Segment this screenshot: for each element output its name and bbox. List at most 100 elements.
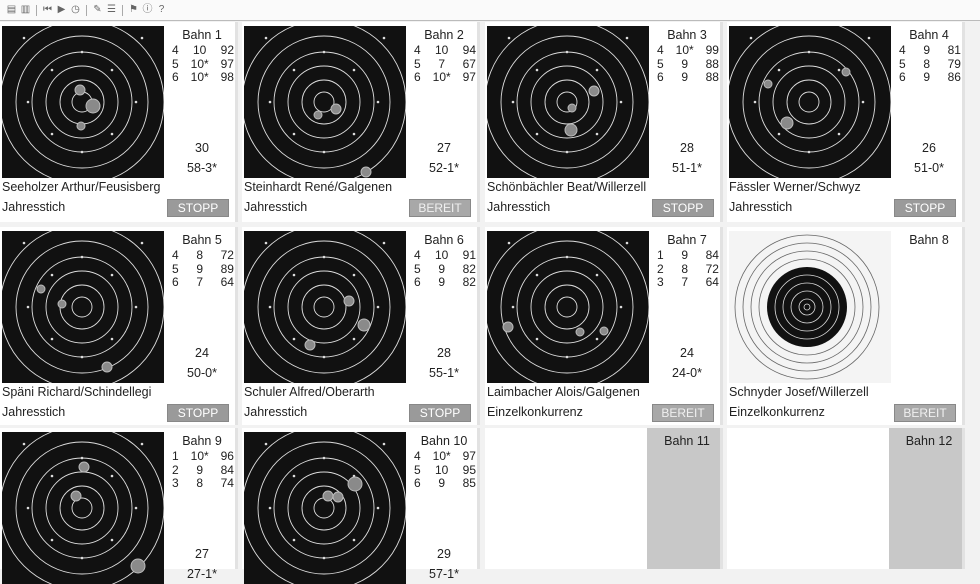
target-ring [45, 65, 119, 139]
shot-decimal: 74 [220, 476, 234, 490]
program-name: Einzelkonkurrenz [729, 405, 825, 419]
ring-number-mark [268, 506, 272, 510]
lane-panel[interactable]: Bahn 8 Schnyder Josef/Willerzell Einzelkon… [727, 227, 965, 425]
ready-button[interactable]: BEREIT [652, 404, 714, 422]
ring-number-mark [110, 273, 114, 277]
lane-panel[interactable]: Bahn 3 4 10* 99 5 9 88 6 9 88 28 51-1* Schönbächler … [485, 22, 723, 222]
lane-panel[interactable]: Bahn 4 4 9 81 5 8 79 6 9 86 26 51-0* Fässler Werner/… [727, 22, 965, 222]
target-black [767, 267, 847, 347]
lane-title: Bahn 11 [664, 434, 710, 448]
shot-marker [332, 491, 344, 503]
target-background [487, 231, 649, 383]
shot-marker [330, 103, 342, 115]
lane-panel[interactable]: Bahn 7 1 9 84 2 8 72 3 7 64 24 24-0* Laimbacher Aloi… [485, 227, 723, 425]
ring-number-mark [625, 36, 629, 40]
shot-marker [763, 79, 773, 89]
help-icon[interactable]: ? [158, 4, 165, 15]
lane-panel[interactable]: Bahn 5 4 8 72 5 9 89 6 7 64 24 50-0* Späni Richard/S… [0, 227, 238, 425]
target-ring [287, 270, 361, 344]
shot-number: 6 [414, 275, 421, 289]
shot-value: 10* [190, 70, 209, 84]
shot-row: 4 10* 99 [653, 43, 721, 58]
ring-number-mark [322, 255, 326, 259]
target-background [487, 26, 649, 178]
program-name: Jahresstich [2, 200, 66, 214]
program-name: Jahresstich [729, 200, 793, 214]
shot-row: 6 10* 97 [410, 70, 478, 85]
shot-marker [360, 166, 372, 178]
series-total: 28 [680, 141, 694, 155]
flag-icon[interactable]: ⚑ [129, 4, 138, 15]
target-ring [530, 270, 604, 344]
lane-panel[interactable]: Bahn 1 4 10 92 5 10* 97 6 10* 98 30 58-3* Seeholzer … [0, 22, 238, 222]
ring-number-mark [50, 337, 54, 341]
stop-button[interactable]: STOPP [894, 199, 956, 217]
stop-button[interactable]: STOPP [409, 404, 471, 422]
ring-number-mark [322, 456, 326, 460]
ready-button[interactable]: BEREIT [894, 404, 956, 422]
lane-totals: 29 57-1* [410, 544, 478, 584]
shot-marker [101, 361, 113, 373]
lane-panel[interactable]: Bahn 2 4 10 94 5 7 67 6 10* 97 27 52-1* Steinhardt R… [242, 22, 480, 222]
list-icon[interactable]: ☰ [107, 4, 116, 15]
lane-empty-strip [889, 428, 962, 569]
ring-number-mark [777, 68, 781, 72]
ready-button[interactable]: BEREIT [409, 199, 471, 217]
target-image [2, 26, 164, 178]
lane-title: Bahn 5 [182, 233, 222, 247]
ring-number-mark [595, 337, 599, 341]
target-ring [15, 240, 149, 374]
lane-panel[interactable]: Bahn 6 4 10 91 5 9 82 6 9 82 28 55-1* Schuler Alfred… [242, 227, 480, 425]
lane-panel[interactable]: Bahn 12 [727, 428, 965, 569]
lane-panel[interactable]: Bahn 9 1 10* 96 2 9 84 3 8 74 27 27-1* [0, 428, 238, 584]
ring-number-mark [50, 538, 54, 542]
ring-number-mark [565, 355, 569, 359]
target-ring [772, 65, 846, 139]
shot-decimal: 99 [705, 43, 719, 57]
stop-button[interactable]: STOPP [167, 199, 229, 217]
ring-number-mark [80, 255, 84, 259]
shot-row: 5 9 88 [653, 56, 721, 72]
target-ring [803, 303, 811, 311]
ring-number-mark [292, 132, 296, 136]
target-ring [313, 296, 335, 318]
ring-number-mark [565, 255, 569, 259]
shot-decimal: 85 [462, 476, 476, 490]
shot-row: 6 9 88 [653, 70, 721, 85]
tool-icon[interactable]: ✎ [93, 4, 102, 15]
lane-title: Bahn 9 [182, 434, 222, 448]
ring-number-mark [753, 100, 757, 104]
lane-totals: 28 55-1* [410, 343, 478, 383]
shot-marker [564, 123, 578, 137]
shot-marker [841, 67, 851, 77]
print-icon[interactable]: ▤ [6, 4, 17, 15]
target-ring [257, 35, 391, 169]
timer-icon[interactable]: ◷ [71, 4, 80, 15]
ring-number-mark [619, 305, 623, 309]
target-image [244, 432, 406, 584]
shot-number: 5 [657, 56, 664, 71]
stop-button[interactable]: STOPP [652, 199, 714, 217]
lane-stats: Bahn 9 1 10* 96 2 9 84 3 8 74 [168, 434, 236, 491]
ring-number-mark [292, 474, 296, 478]
ring-number-mark [50, 132, 54, 136]
save-icon[interactable]: ▥ [20, 4, 31, 15]
shot-number: 6 [414, 476, 421, 490]
ring-number-mark [507, 241, 511, 245]
target-ring [15, 35, 149, 169]
ring-number-mark [110, 474, 114, 478]
shot-row: 2 9 84 [168, 463, 236, 478]
lane-panel[interactable]: Bahn 10 4 10* 97 5 10 95 6 9 85 29 57-1* [242, 428, 480, 584]
target-ring [257, 240, 391, 374]
shot-marker [780, 116, 794, 130]
ring-number-mark [264, 442, 268, 446]
target-ring [790, 290, 824, 324]
lane-panel[interactable]: Bahn 11 [485, 428, 723, 569]
info-icon[interactable]: ⓘ [142, 4, 153, 15]
play-icon[interactable]: ▶ [57, 4, 66, 15]
target-ring [301, 284, 347, 330]
first-icon[interactable]: ⏮ [43, 4, 52, 15]
ring-number-mark [80, 355, 84, 359]
ring-number-mark [110, 68, 114, 72]
stop-button[interactable]: STOPP [167, 404, 229, 422]
